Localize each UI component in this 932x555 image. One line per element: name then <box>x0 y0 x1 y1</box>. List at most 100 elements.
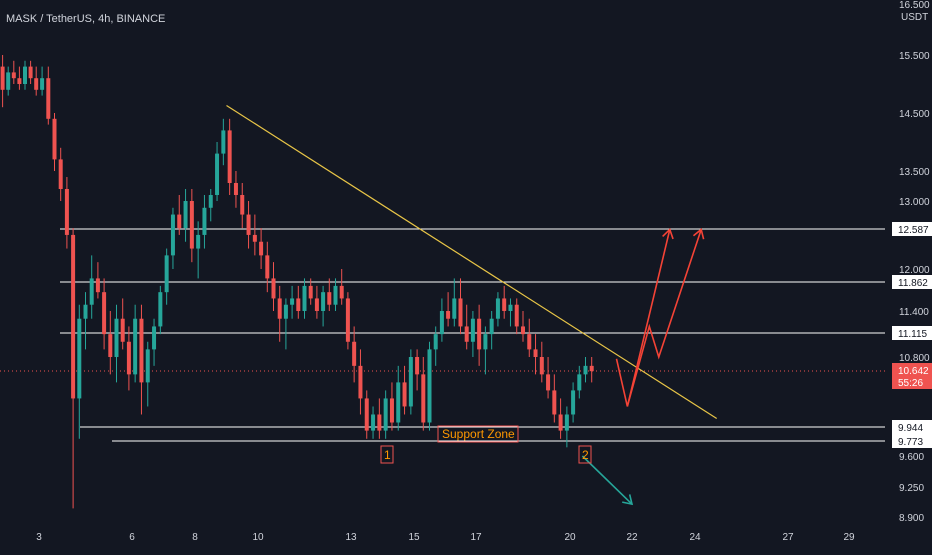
candle-body <box>17 78 22 84</box>
current-price-label: 10.642 <box>898 366 929 377</box>
candle-body <box>396 382 401 423</box>
x-tick-label: 6 <box>129 532 135 543</box>
candle-body <box>327 292 332 305</box>
candle-body <box>83 304 88 319</box>
candle-body <box>446 311 451 319</box>
candle-body <box>145 349 150 383</box>
candle-body <box>533 349 538 357</box>
candle-body <box>40 78 45 90</box>
trendline-group <box>226 104 718 420</box>
candle-body <box>77 318 82 399</box>
candle-body <box>233 183 238 195</box>
level-badge-label: 9.944 <box>898 423 923 434</box>
x-tick-label: 8 <box>192 532 198 543</box>
x-tick-label: 24 <box>689 532 701 543</box>
y-tick-label: 9.250 <box>899 483 924 494</box>
candle-body <box>271 278 276 299</box>
candle-body <box>333 285 338 305</box>
candle-body <box>108 334 113 357</box>
candle-body <box>389 398 394 423</box>
countdown-label: 55:26 <box>898 378 923 389</box>
candle-body <box>502 298 507 311</box>
candle-body <box>183 201 188 229</box>
candle-body <box>339 285 344 299</box>
y-tick-label: 13.000 <box>899 197 930 208</box>
marker-2-label: 2 <box>582 448 589 462</box>
candle-body <box>265 255 270 279</box>
candle-body <box>202 207 207 235</box>
candle-body <box>227 130 232 183</box>
x-tick-label: 29 <box>843 532 855 543</box>
candle-body <box>240 195 245 215</box>
candle-body <box>89 278 94 305</box>
candle-body <box>358 365 363 399</box>
level-badge-label: 9.773 <box>898 437 923 448</box>
candle-body <box>95 278 100 293</box>
candle-body <box>564 414 569 431</box>
candle-body <box>371 414 376 431</box>
marker-1-label: 1 <box>384 448 391 462</box>
level-badge-label: 11.862 <box>898 278 928 289</box>
candle-body <box>477 318 482 350</box>
candle-body <box>314 298 319 311</box>
candle-body <box>158 292 163 327</box>
candle-body <box>527 334 532 350</box>
y-tick-label: 8.900 <box>899 513 924 524</box>
x-tick-label: 27 <box>782 532 794 543</box>
candle-body <box>464 326 469 342</box>
candle-body <box>302 285 307 311</box>
candle-body <box>277 298 282 319</box>
marker-1-label-box <box>380 445 394 464</box>
trendline <box>226 104 718 420</box>
candle-body <box>259 241 264 256</box>
candle-body <box>546 374 551 391</box>
candle-body <box>11 72 16 79</box>
candle-body <box>290 298 295 305</box>
candle-body <box>552 390 557 415</box>
candle-body <box>152 326 157 350</box>
candle-body <box>246 214 251 235</box>
candle-body <box>189 201 194 249</box>
annotations: Support Zone 1 2 <box>380 425 592 464</box>
candle-body <box>208 195 213 208</box>
y-axis: 16.500 15.500 14.500 13.500 13.000 12.000 11.4… <box>892 0 932 524</box>
candle-body <box>470 318 475 342</box>
candle-body <box>133 318 138 375</box>
candle-body <box>377 414 382 431</box>
x-tick-label: 15 <box>408 532 420 543</box>
y-tick-label: 12.000 <box>899 265 930 276</box>
projection-up-alt-arrowhead <box>692 228 705 240</box>
candle-body <box>196 234 201 249</box>
candle-body <box>170 214 175 256</box>
candle-body <box>508 304 513 311</box>
candle-body <box>433 334 438 350</box>
x-tick-label: 20 <box>564 532 576 543</box>
projections <box>581 228 705 506</box>
currency-label: USDT <box>901 12 928 23</box>
candle-body <box>71 234 76 399</box>
projection-down-arrowhead <box>622 494 634 506</box>
y-tick-label: 14.500 <box>899 109 930 120</box>
x-tick-label: 10 <box>252 532 264 543</box>
candle-body <box>589 365 594 372</box>
candles <box>0 55 594 509</box>
current-price-badge <box>892 363 932 389</box>
projection-up-alt-path <box>626 229 702 407</box>
y-tick-label: 10.800 <box>899 353 930 364</box>
x-tick-label: 17 <box>470 532 482 543</box>
level-badge-9.944 <box>892 420 932 434</box>
candle-body <box>296 298 301 311</box>
y-tick-label: 9.600 <box>899 452 924 463</box>
candle-body <box>521 326 525 335</box>
candle-body <box>583 365 588 375</box>
candle-body <box>283 304 288 319</box>
candle-body <box>139 318 144 383</box>
candle-body <box>577 374 582 391</box>
candle-body <box>126 341 131 375</box>
candle-body <box>46 78 51 119</box>
candle-body <box>0 66 5 90</box>
chart-title: MASK / TetherUS, 4h, BINANCE <box>6 13 165 25</box>
support-zone-label: Support Zone <box>442 427 515 441</box>
